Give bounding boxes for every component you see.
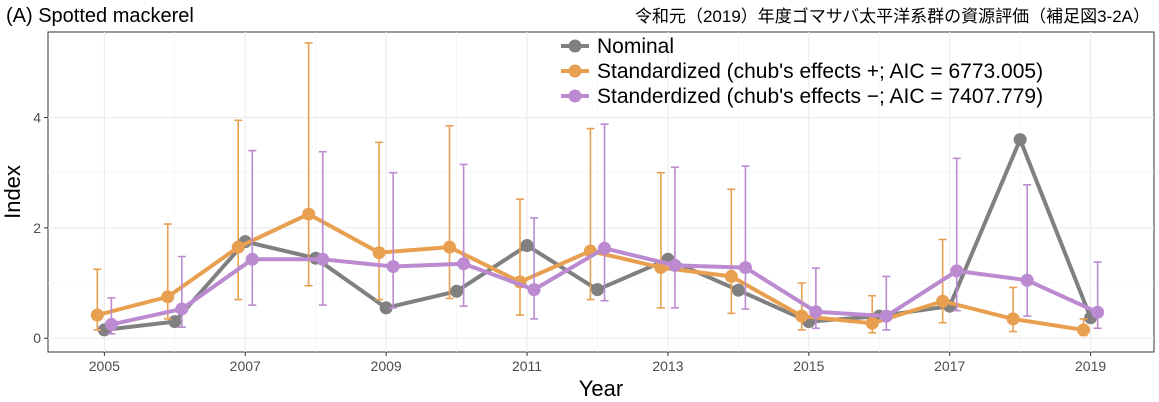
data-point — [231, 240, 245, 254]
y-axis-title: Index — [0, 165, 25, 219]
data-point — [161, 290, 175, 304]
y-tick-label: 2 — [33, 220, 41, 236]
data-point — [450, 284, 464, 298]
grid-lines — [48, 32, 1154, 352]
data-point — [865, 316, 879, 330]
data-point — [104, 317, 118, 331]
series-layer — [90, 42, 1105, 337]
chart-title: (A) Spotted mackerel — [6, 5, 194, 27]
data-point — [950, 264, 964, 278]
y-axis-ticks: 0 2 4 — [33, 110, 48, 346]
data-point — [245, 252, 259, 266]
data-point — [175, 302, 189, 316]
x-tick-label: 2005 — [89, 358, 120, 374]
legend-label: Nominal — [597, 35, 674, 58]
source-note: 令和元（2019）年度ゴマサバ太平洋系群の資源評価（補足図3-2A） — [635, 6, 1150, 26]
x-tick-label: 2009 — [371, 358, 402, 374]
data-point — [527, 283, 541, 297]
data-point — [168, 315, 182, 329]
x-tick-label: 2019 — [1075, 358, 1106, 374]
legend-label: Standardized (chub's effects +; AIC = 67… — [597, 60, 1043, 83]
x-axis-ticks: 2005 2007 2009 2011 2013 2015 2017 2019 — [89, 352, 1106, 374]
data-point — [386, 259, 400, 273]
x-tick-label: 2015 — [793, 358, 824, 374]
y-tick-label: 4 — [33, 110, 41, 126]
plot-panel — [47, 31, 1155, 353]
data-point — [90, 308, 104, 322]
data-point — [795, 309, 809, 323]
data-point — [1013, 133, 1027, 147]
legend-label: Standerdized (chub's effects −; AIC = 74… — [597, 85, 1043, 108]
legend-swatch-point — [568, 64, 582, 78]
data-point — [724, 269, 738, 283]
data-point — [520, 239, 534, 253]
x-tick-label: 2007 — [230, 358, 261, 374]
data-point — [372, 246, 386, 260]
legend-item-1: Nominal — [561, 35, 674, 58]
data-point — [457, 257, 471, 271]
data-point — [1006, 312, 1020, 326]
data-point — [316, 252, 330, 266]
data-point — [1091, 305, 1105, 319]
x-axis-title: Year — [579, 376, 623, 401]
data-point — [879, 309, 893, 323]
data-point — [936, 294, 950, 308]
data-point — [379, 301, 393, 315]
data-point — [598, 241, 612, 255]
data-point — [1020, 273, 1034, 287]
legend-item-3: Standerdized (chub's effects −; AIC = 74… — [561, 85, 1043, 108]
data-point — [809, 305, 823, 319]
x-tick-label: 2013 — [652, 358, 683, 374]
data-point — [731, 283, 745, 297]
series-3 — [104, 123, 1105, 335]
x-tick-label: 2011 — [512, 358, 542, 374]
data-point — [590, 283, 604, 297]
data-point — [302, 207, 316, 221]
x-tick-label: 2017 — [934, 358, 965, 374]
data-point — [443, 240, 457, 254]
y-tick-label: 0 — [33, 330, 41, 346]
legend-swatch-point — [568, 89, 582, 103]
data-point — [738, 261, 752, 275]
legend-swatch-point — [568, 39, 582, 53]
data-point — [1077, 323, 1091, 337]
legend-item-2: Standardized (chub's effects +; AIC = 67… — [561, 60, 1043, 83]
data-point — [668, 258, 682, 272]
